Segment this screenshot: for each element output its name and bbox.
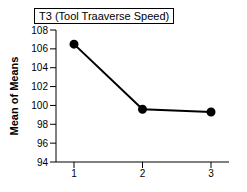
- svg-text:94: 94: [37, 157, 49, 168]
- svg-text:3: 3: [208, 168, 214, 179]
- svg-text:100: 100: [31, 100, 48, 111]
- svg-text:106: 106: [31, 43, 48, 54]
- html-text:T3 (Tool Traaverse Speed): T3 (Tool Traaverse Speed): [39, 10, 170, 22]
- svg-text:102: 102: [31, 81, 48, 92]
- svg-text:1: 1: [71, 168, 77, 179]
- svg-text:2: 2: [140, 168, 146, 179]
- svg-text:96: 96: [37, 138, 49, 149]
- svg-text:104: 104: [31, 62, 48, 73]
- svg-text:98: 98: [37, 119, 49, 130]
- svg-text:Mean of Means: Mean of Means: [8, 57, 20, 136]
- svg-text:108: 108: [31, 25, 48, 36]
